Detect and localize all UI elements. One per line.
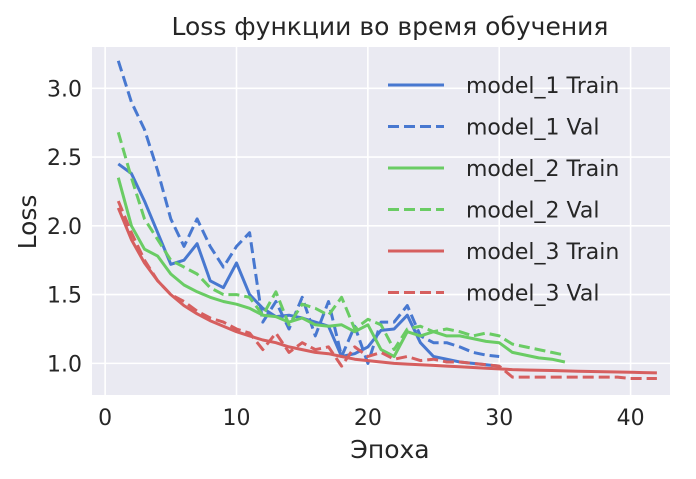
- legend: model_1 Train model_1 Val model_2 Train mod…: [388, 74, 619, 307]
- y-tick-label: 2.5: [47, 146, 82, 171]
- x-tick-label: 0: [98, 406, 112, 431]
- x-tick-label: 10: [223, 406, 251, 431]
- series-line-6: [116, 200, 657, 380]
- series-line-5: [116, 207, 657, 375]
- series-line-2: [116, 60, 500, 365]
- legend-label: model_1 Val: [466, 116, 599, 141]
- y-axis-ticks: 1.0 1.5 2.0 2.5 3.0: [47, 77, 82, 377]
- x-tick-label: 40: [617, 406, 645, 431]
- legend-label: model_2 Val: [466, 199, 599, 224]
- series-lines: [116, 60, 657, 380]
- x-tick-label: 20: [354, 406, 382, 431]
- legend-label: model_1 Train: [466, 74, 619, 99]
- series-line-4: [116, 131, 566, 357]
- x-axis-ticks: 0 10 20 30 40: [98, 406, 644, 431]
- x-axis-label: Эпоха: [350, 435, 429, 464]
- y-tick-label: 1.0: [47, 352, 82, 377]
- y-tick-label: 2.0: [47, 215, 82, 240]
- legend-label: model_3 Train: [466, 240, 619, 265]
- y-tick-label: 3.0: [47, 77, 82, 102]
- y-axis-label: Loss: [13, 195, 42, 250]
- plot-area: [92, 47, 670, 395]
- legend-label: model_3 Val: [466, 282, 599, 307]
- series-line-3: [116, 177, 566, 364]
- legend-label: model_2 Train: [466, 157, 619, 182]
- x-tick-label: 30: [485, 406, 513, 431]
- chart-title: Loss функции во время обучения: [172, 12, 609, 41]
- y-tick-label: 1.5: [47, 284, 82, 309]
